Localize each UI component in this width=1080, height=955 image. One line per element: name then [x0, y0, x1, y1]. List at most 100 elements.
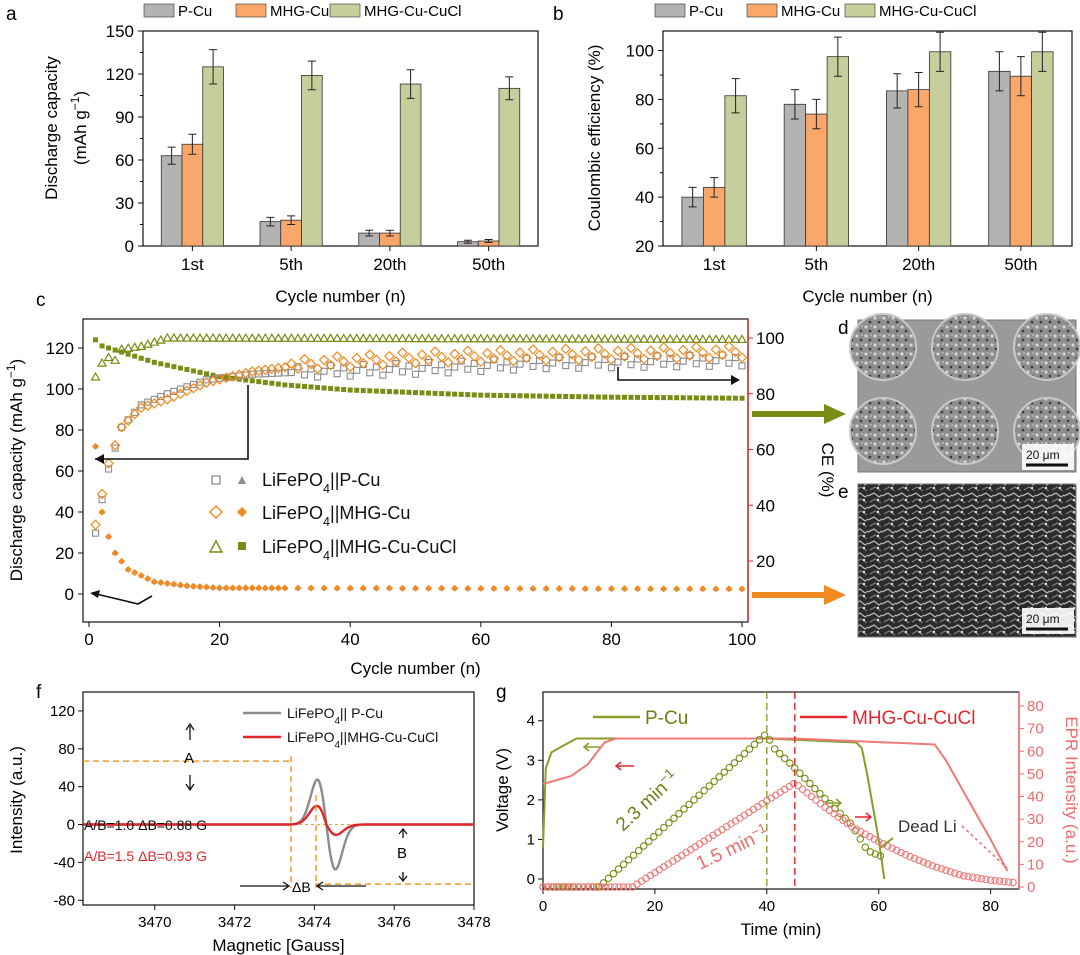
- capacity-cucl-point: [210, 372, 216, 378]
- ce-mhg-point: [436, 351, 447, 363]
- ce-pcu-point: [692, 360, 700, 368]
- axis-arrow-left: [95, 385, 249, 460]
- epr-cucl-point: [584, 883, 592, 891]
- capacity-cucl-point: [262, 379, 268, 385]
- legend-swatch-MHG-Cu: [235, 3, 267, 18]
- ce-cucl-point: [482, 333, 493, 343]
- scale-bar-d-label: 20 μm: [1026, 448, 1060, 462]
- epr-cucl-point: [982, 875, 990, 884]
- ce-mhg-point: [403, 352, 415, 364]
- capacity-mhg-point: [425, 584, 433, 592]
- error-bar: [936, 31, 945, 72]
- ce-cucl-point: [292, 333, 303, 342]
- epr-pcu-point: [644, 837, 653, 846]
- legend-label-P-Cu: P-Cu: [689, 3, 723, 20]
- ce-cucl-point: [599, 333, 610, 343]
- epr-cucl-point: [942, 866, 950, 875]
- error-bar: [833, 36, 842, 77]
- ce-cucl-point: [704, 334, 715, 343]
- dir-arrow: [855, 812, 873, 822]
- ce-cucl-point: [188, 332, 199, 342]
- pointer-arrow-d-head: [824, 404, 846, 424]
- ce-mhg-point: [455, 353, 467, 365]
- capacity-mhg-point: [398, 584, 406, 592]
- epr-curve-1: [83, 804, 474, 836]
- legend-marker-ce: [209, 505, 223, 519]
- y-tick-label: 0: [65, 585, 74, 604]
- y2-tick-label: 50: [1027, 766, 1044, 783]
- epr-cucl-point: [575, 883, 583, 891]
- error-bar: [287, 215, 296, 225]
- error-bar: [914, 72, 923, 108]
- rate-pcu: 2.3 min−1: [610, 765, 683, 836]
- x-tick-label: 1st: [181, 255, 204, 274]
- x-tick-label: 3470: [138, 914, 171, 931]
- capacity-cucl-point: [563, 393, 569, 399]
- capacity-mhg-point: [307, 584, 315, 592]
- ce-pcu-point: [444, 369, 452, 377]
- capacity-cucl-point: [510, 393, 516, 399]
- ce-cucl-point: [488, 333, 499, 343]
- capacity-cucl-point: [132, 353, 138, 359]
- y-tick-label: 30: [115, 194, 134, 213]
- legend-swatch-MHG-Cu: [746, 3, 778, 18]
- ce-cucl-point: [514, 333, 526, 343]
- dir-arrow: [614, 761, 634, 771]
- ce-pcu-point: [320, 367, 328, 375]
- ce-mhg-point: [292, 363, 304, 374]
- error-bar: [365, 229, 374, 237]
- ce-cucl-point: [312, 333, 323, 342]
- x-axis-title: Magnetic [Gauss]: [212, 936, 344, 955]
- capacity-cucl-point: [452, 391, 458, 397]
- capacity-cucl-point: [288, 382, 294, 388]
- ce-cucl-point: [710, 334, 721, 343]
- ce-mhg-point: [664, 347, 676, 359]
- y2-axis-title: CE (%): [818, 443, 837, 498]
- ce-mhg-point: [736, 352, 748, 363]
- y2-tick-label: 0: [1027, 879, 1035, 896]
- ce-mhg-point: [488, 353, 500, 364]
- capacity-mhg-point: [118, 557, 126, 565]
- ce-pcu-point: [738, 362, 746, 370]
- ce-cucl-point: [475, 333, 486, 343]
- ce-cucl-point: [358, 333, 369, 343]
- epr-pcu-point: [604, 874, 613, 883]
- ce-mhg-point: [625, 342, 637, 354]
- y-tick-label: 90: [115, 108, 134, 127]
- epr-pcu-point: [629, 851, 638, 859]
- epr-pcu-point: [780, 754, 789, 763]
- epr-pcu-point: [624, 856, 633, 864]
- ce-mhg-point: [514, 347, 526, 358]
- capacity-mhg-point: [105, 533, 113, 541]
- capacity-cucl-point: [445, 391, 451, 397]
- capacity-mhg-point: [131, 568, 139, 576]
- epr-cucl-point: [955, 870, 964, 879]
- epr-pcu-point: [770, 745, 779, 753]
- capacity-cucl-point: [269, 380, 275, 386]
- ce-mhg-point: [338, 356, 350, 367]
- capacity-mhg-point: [464, 584, 472, 592]
- capacity-mhg-point: [150, 578, 158, 586]
- capacity-cucl-point: [674, 395, 680, 401]
- capacity-cucl-point: [687, 395, 693, 401]
- capacity-cucl-point: [550, 393, 556, 399]
- capacity-mhg-point: [607, 585, 615, 593]
- ce-cucl-point: [253, 333, 264, 342]
- epr-cucl-point: [901, 851, 910, 859]
- ce-mhg-point: [468, 350, 480, 362]
- bar-P-Cu-1st: [160, 155, 183, 247]
- y-tick-label: -80: [53, 892, 75, 909]
- bar-P-Cu-5th: [783, 103, 807, 247]
- ce-pcu-point: [640, 363, 648, 371]
- capacity-mhg-point: [490, 584, 498, 592]
- capacity-cucl-point: [654, 395, 660, 401]
- ce-cucl-point: [528, 333, 539, 343]
- capacity-mhg-point: [412, 584, 419, 592]
- capacity-cucl-point: [706, 395, 712, 401]
- epr-cucl-point: [566, 883, 574, 891]
- y-axis-title: Intensity (a.u.): [7, 746, 26, 854]
- ce-cucl-point: [364, 333, 375, 343]
- ce-cucl-point: [501, 333, 512, 343]
- ce-pcu-point: [633, 355, 642, 363]
- capacity-cucl-point: [484, 392, 490, 398]
